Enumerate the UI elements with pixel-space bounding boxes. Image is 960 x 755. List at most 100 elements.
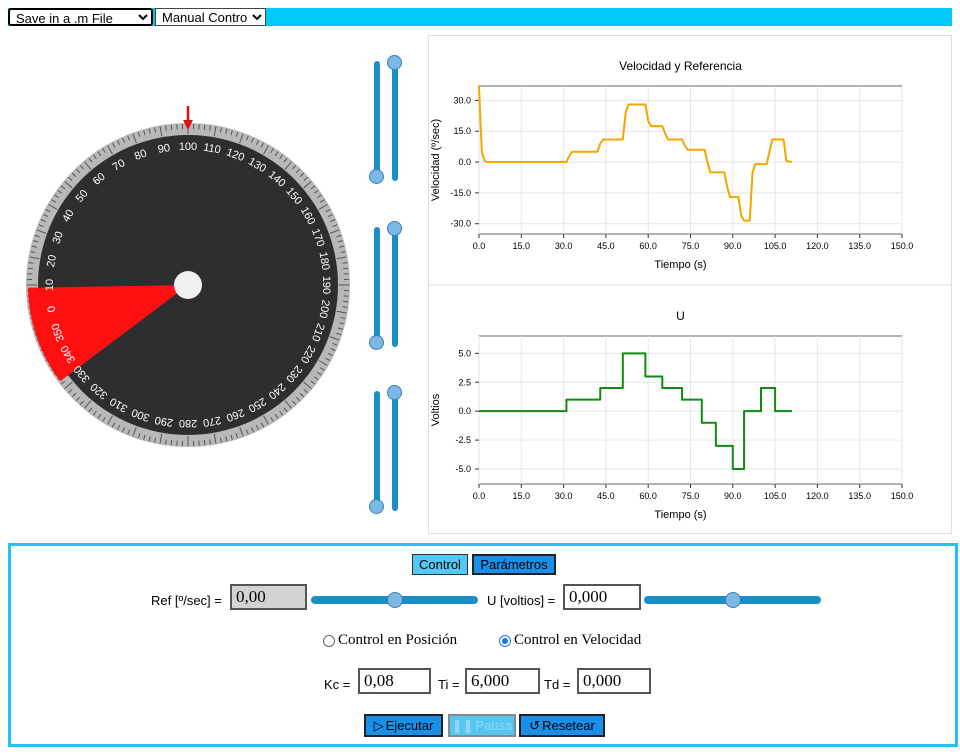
dial-tick-label: 120 xyxy=(225,146,246,164)
dial-tick xyxy=(274,151,279,156)
x-tick-label: 90.0 xyxy=(724,241,742,251)
dial-tick xyxy=(303,381,312,389)
dial-tick xyxy=(310,380,316,385)
dial-tick xyxy=(296,396,301,402)
radio-button[interactable] xyxy=(323,634,335,647)
y-tick-label: -15.0 xyxy=(450,188,471,198)
kc-field[interactable]: 0,08 xyxy=(358,668,431,694)
radio-position-control[interactable]: Control en Posición xyxy=(323,632,457,649)
dial-tick xyxy=(339,322,345,325)
velocity-chart: 0.0 15.0 30.0 45.0 60.0 75.0 90.0 105.0 120.0 135… xyxy=(430,59,913,271)
ti-label: Ti = xyxy=(438,677,460,692)
dial-tick xyxy=(320,199,325,203)
u-slider[interactable] xyxy=(644,592,821,608)
y-tick-label: 15.0 xyxy=(453,126,471,136)
vertical-slider-1[interactable] xyxy=(364,55,402,185)
x-axis-label: Tiempo (s) xyxy=(654,259,706,271)
dial-tick xyxy=(137,433,141,439)
slider-track xyxy=(374,61,380,181)
run-button[interactable]: ▷ Ejecutar xyxy=(364,714,443,737)
dial-tick xyxy=(303,176,308,181)
dial-tick xyxy=(60,380,66,385)
dial-tick xyxy=(255,424,260,430)
slider-track xyxy=(392,61,398,181)
dial-tick xyxy=(260,422,265,428)
td-field[interactable]: 0,000 xyxy=(577,668,651,694)
radio-button-selected[interactable] xyxy=(499,634,511,647)
ti-field[interactable]: 6,000 xyxy=(465,668,540,694)
u-slider-thumb[interactable] xyxy=(724,592,741,608)
ref-slider-thumb[interactable] xyxy=(386,592,403,608)
x-tick-label: 15.0 xyxy=(513,241,531,251)
dial-tick xyxy=(303,181,312,189)
slider-thumb[interactable] xyxy=(369,335,384,350)
dial-tick-label: 210 xyxy=(309,322,327,343)
x-axis-label: Tiempo (s) xyxy=(654,509,706,521)
plots-svg: 0.0 15.0 30.0 45.0 60.0 75.0 90.0 105.0 120.0 135… xyxy=(429,59,951,521)
u-field[interactable]: 0,000 xyxy=(563,584,641,610)
vertical-slider-3[interactable] xyxy=(364,385,402,515)
slider-track xyxy=(374,391,380,511)
dial-tick xyxy=(263,415,269,425)
dial-tick xyxy=(107,145,113,155)
reset-label: Resetear xyxy=(542,718,595,733)
dial-tick xyxy=(36,229,47,234)
dial-tick xyxy=(84,400,92,409)
dial-tick xyxy=(337,327,343,330)
slider-thumb[interactable] xyxy=(369,499,384,514)
x-tick-label: 90.0 xyxy=(724,491,742,501)
td-label: Td = xyxy=(544,677,571,692)
dial-tick xyxy=(122,137,126,143)
radio-velocity-control[interactable]: Control en Velocidad xyxy=(499,632,641,649)
reset-button[interactable]: ↺ Resetear xyxy=(519,714,605,737)
pause-button[interactable]: ❚❚ Pausa xyxy=(448,714,516,737)
x-tick-label: 30.0 xyxy=(555,241,573,251)
x-tick-label: 45.0 xyxy=(597,241,615,251)
ref-slider[interactable] xyxy=(311,592,478,608)
dial-tick xyxy=(270,148,274,153)
reset-icon: ↺ xyxy=(529,717,541,733)
vertical-slider-2[interactable] xyxy=(364,221,402,351)
dial-tick xyxy=(303,389,308,394)
slider-thumb[interactable] xyxy=(387,55,402,70)
tab-parameters[interactable]: Parámetros xyxy=(472,554,556,575)
dial-tick xyxy=(342,306,348,308)
dial-tick xyxy=(332,224,338,228)
pause-icon: ❚❚ xyxy=(451,717,474,733)
dial-tick xyxy=(245,429,249,435)
dial-tick xyxy=(148,128,151,134)
dial-tick xyxy=(111,142,116,148)
dial-tick xyxy=(27,267,33,270)
dial-tick xyxy=(327,213,333,218)
dial-tick xyxy=(97,151,102,156)
slider-thumb[interactable] xyxy=(387,385,402,400)
dial-tick xyxy=(339,245,345,248)
dial-tick xyxy=(116,424,121,430)
dial-tick xyxy=(111,422,116,428)
dial-tick xyxy=(71,393,77,398)
dial-tick-label: 30 xyxy=(51,230,66,246)
chart-title: Velocidad y Referencia xyxy=(619,59,742,73)
x-tick-label: 135.0 xyxy=(848,241,871,251)
dial-tick-label: 350 xyxy=(49,322,67,343)
dial-tick xyxy=(263,145,269,155)
dial-tick xyxy=(274,414,279,419)
dial-tick-label: 260 xyxy=(225,406,246,424)
dial-tick xyxy=(219,127,222,133)
slider-thumb[interactable] xyxy=(369,169,384,184)
dial-tick xyxy=(219,437,222,443)
dial-tick-label: 90 xyxy=(157,142,171,156)
dial-tick xyxy=(132,133,137,144)
slider-thumb[interactable] xyxy=(387,221,402,236)
dial-tick xyxy=(79,165,84,170)
dial-tick xyxy=(327,352,333,357)
dial-tick xyxy=(170,124,173,130)
save-file-select[interactable]: Save in a .m File xyxy=(8,8,153,26)
dial-tick xyxy=(165,439,167,445)
dial-tick xyxy=(317,194,322,199)
slider-track xyxy=(392,391,398,511)
control-mode-select[interactable]: Manual Control xyxy=(155,8,266,26)
dial-tick-label: 170 xyxy=(309,227,327,248)
dial-tick xyxy=(60,185,66,190)
tab-control[interactable]: Control xyxy=(412,554,468,575)
